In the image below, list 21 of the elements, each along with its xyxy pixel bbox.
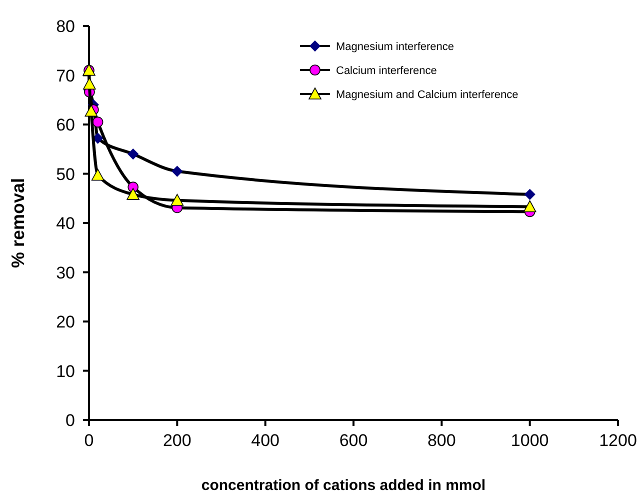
y-tick-label: 10 (56, 362, 75, 381)
y-tick-label: 60 (56, 116, 75, 134)
legend-label: Magnesium and Calcium interference (336, 89, 518, 101)
y-tick-label: 70 (56, 66, 75, 86)
y-tick-label: 80 (56, 17, 75, 36)
legend-label: Magnesium interference (336, 41, 454, 53)
x-tick-label: 0 (84, 431, 94, 450)
x-tick-label: 1000 (510, 431, 549, 450)
x-tick-label: 400 (251, 431, 280, 450)
x-tick-label: 800 (427, 431, 456, 450)
y-tick-label: 50 (56, 164, 75, 184)
x-axis-title: concentration of cations added in mmol (201, 477, 486, 494)
y-tick-label: 40 (56, 214, 75, 233)
y-axis-title: % removal (8, 178, 28, 268)
y-tick-label: 20 (56, 312, 75, 332)
y-tick-label: 0 (66, 411, 75, 430)
y-tick-label: 30 (56, 263, 75, 282)
x-tick-label: 1200 (599, 431, 637, 450)
legend-label: Calcium interference (336, 65, 437, 77)
x-tick-label: 200 (162, 431, 192, 450)
x-tick-label: 600 (339, 431, 368, 450)
